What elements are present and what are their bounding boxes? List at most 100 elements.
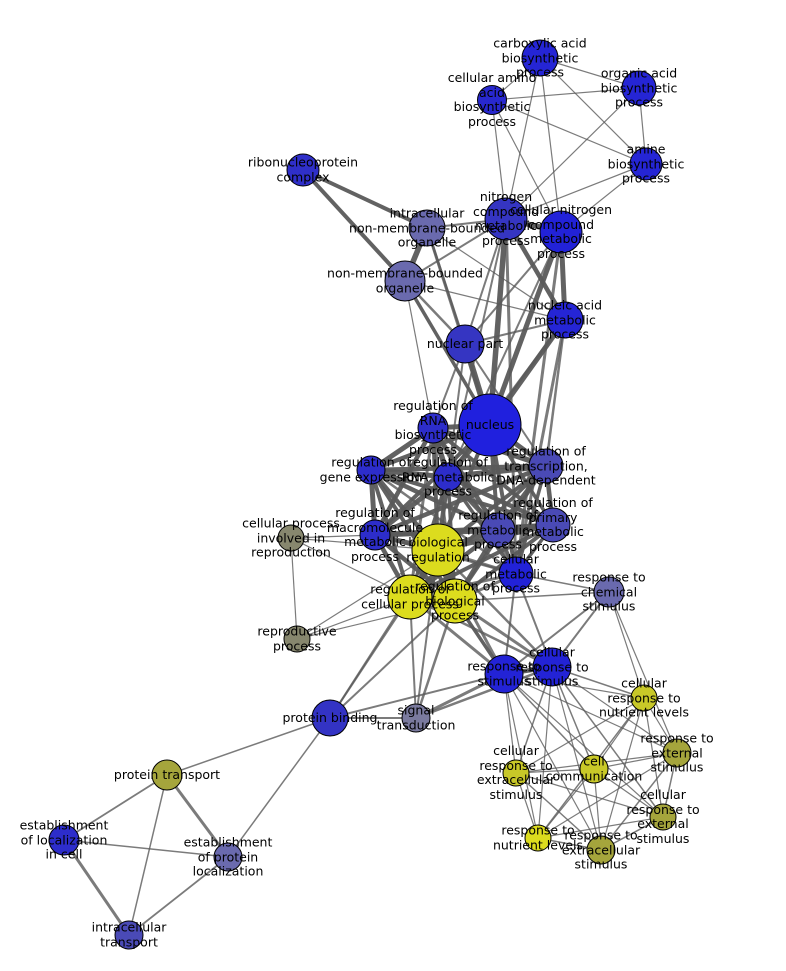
graph-node[interactable] bbox=[445, 324, 485, 364]
nodes-group bbox=[48, 39, 692, 950]
graph-node[interactable] bbox=[521, 39, 559, 77]
graph-edge[interactable] bbox=[503, 673, 678, 754]
graph-edge[interactable] bbox=[301, 168, 407, 283]
graph-edge[interactable] bbox=[329, 596, 411, 719]
graph-edge[interactable] bbox=[551, 666, 664, 818]
graph-edge[interactable] bbox=[537, 816, 664, 839]
graph-edge[interactable] bbox=[290, 537, 298, 640]
graph-node[interactable] bbox=[480, 512, 516, 548]
graph-edge[interactable] bbox=[608, 591, 678, 754]
graph-node[interactable] bbox=[528, 448, 564, 484]
graph-edge[interactable] bbox=[296, 549, 439, 640]
graph-edge[interactable] bbox=[503, 673, 595, 770]
graph-edge[interactable] bbox=[487, 218, 509, 426]
graph-edge[interactable] bbox=[551, 666, 602, 851]
graph-node[interactable] bbox=[630, 684, 658, 712]
graph-node[interactable] bbox=[593, 576, 625, 608]
graph-edge[interactable] bbox=[515, 697, 645, 774]
graph-node[interactable] bbox=[114, 920, 144, 950]
graph-edge[interactable] bbox=[415, 665, 553, 720]
graph-node[interactable] bbox=[484, 197, 528, 241]
graph-node[interactable] bbox=[579, 754, 609, 784]
graph-node[interactable] bbox=[621, 70, 657, 106]
graph-node[interactable] bbox=[433, 462, 463, 492]
graph-edge[interactable] bbox=[515, 772, 602, 851]
graph-edge[interactable] bbox=[515, 772, 664, 818]
graph-node[interactable] bbox=[546, 301, 584, 339]
graph-edge[interactable] bbox=[544, 319, 567, 467]
graph-node[interactable] bbox=[151, 759, 183, 791]
graph-node[interactable] bbox=[535, 507, 571, 543]
graph-node[interactable] bbox=[286, 153, 320, 187]
graph-edge[interactable] bbox=[227, 717, 331, 858]
graph-edge[interactable] bbox=[62, 839, 131, 936]
graph-node[interactable] bbox=[498, 556, 534, 592]
graph-node[interactable] bbox=[586, 835, 616, 865]
graph-edge[interactable] bbox=[464, 231, 562, 345]
graph-edge[interactable] bbox=[454, 591, 610, 602]
graph-edge[interactable] bbox=[600, 697, 645, 851]
graph-node[interactable] bbox=[411, 523, 465, 577]
graph-node[interactable] bbox=[48, 824, 80, 856]
graph-node[interactable] bbox=[432, 578, 478, 624]
graph-edge[interactable] bbox=[551, 666, 678, 754]
graph-edge[interactable] bbox=[491, 99, 562, 233]
graph-node[interactable] bbox=[458, 393, 522, 457]
graph-node[interactable] bbox=[356, 455, 386, 485]
graph-edge[interactable] bbox=[165, 774, 230, 858]
graph-node[interactable] bbox=[384, 260, 426, 302]
graph-edge[interactable] bbox=[600, 752, 678, 851]
graph-edge[interactable] bbox=[491, 87, 640, 101]
graph-node[interactable] bbox=[524, 824, 552, 852]
graph-edge[interactable] bbox=[503, 673, 645, 699]
graph-node[interactable] bbox=[662, 738, 692, 768]
graph-node[interactable] bbox=[387, 574, 433, 620]
graph-edge[interactable] bbox=[537, 768, 595, 839]
graph-edge[interactable] bbox=[505, 87, 640, 220]
graph-edge[interactable] bbox=[296, 600, 456, 640]
graph-edge[interactable] bbox=[537, 666, 553, 839]
graph-edge[interactable] bbox=[608, 591, 645, 699]
graph-edge[interactable] bbox=[503, 673, 664, 818]
graph-edge[interactable] bbox=[370, 468, 554, 527]
graph-edge[interactable] bbox=[128, 856, 229, 936]
graph-edge[interactable] bbox=[539, 57, 647, 165]
graph-node[interactable] bbox=[539, 210, 583, 254]
graph-node[interactable] bbox=[283, 625, 311, 653]
graph-node[interactable] bbox=[359, 519, 391, 551]
graph-edge[interactable] bbox=[404, 280, 566, 321]
graph-edge[interactable] bbox=[329, 673, 505, 719]
graph-edge[interactable] bbox=[491, 99, 647, 165]
graph-edge[interactable] bbox=[505, 57, 541, 220]
graph-edge[interactable] bbox=[329, 600, 456, 719]
graph-node[interactable] bbox=[484, 654, 524, 694]
graph-node[interactable] bbox=[408, 209, 446, 247]
graph-node[interactable] bbox=[213, 842, 243, 872]
graph-node[interactable] bbox=[311, 699, 349, 737]
graph-node[interactable] bbox=[629, 147, 663, 181]
graph-edge[interactable] bbox=[404, 280, 434, 429]
graph-node[interactable] bbox=[502, 759, 530, 787]
graph-node[interactable] bbox=[532, 647, 572, 687]
graph-edge[interactable] bbox=[437, 549, 553, 668]
graph-edge[interactable] bbox=[63, 839, 229, 858]
graph-edge[interactable] bbox=[464, 218, 507, 345]
graph-edge[interactable] bbox=[415, 549, 439, 719]
graph-edge[interactable] bbox=[128, 774, 168, 936]
graph-edge[interactable] bbox=[426, 227, 566, 321]
graph-edge[interactable] bbox=[302, 168, 428, 230]
graph-edge[interactable] bbox=[166, 717, 331, 776]
graph-edge[interactable] bbox=[537, 752, 678, 839]
graph-node[interactable] bbox=[649, 803, 677, 831]
graph-edge[interactable] bbox=[505, 163, 647, 220]
graph-edge[interactable] bbox=[370, 467, 499, 533]
graph-edge[interactable] bbox=[503, 591, 610, 675]
graph-edge[interactable] bbox=[539, 57, 562, 233]
graph-node[interactable] bbox=[401, 703, 431, 733]
graph-node[interactable] bbox=[277, 524, 305, 552]
graph-node[interactable] bbox=[477, 85, 507, 115]
graph-edge[interactable] bbox=[503, 673, 602, 851]
graph-node[interactable] bbox=[417, 412, 449, 444]
graph-edge[interactable] bbox=[63, 774, 168, 841]
